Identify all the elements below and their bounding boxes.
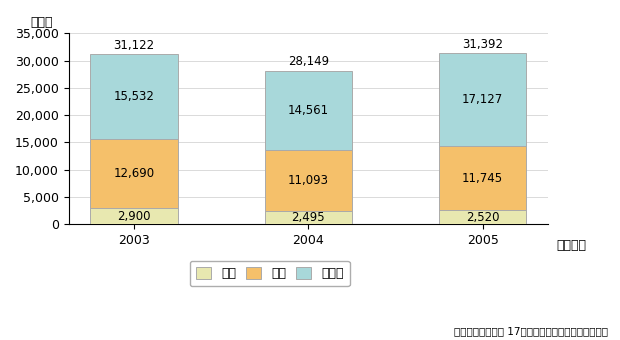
Text: 31,122: 31,122 <box>113 39 154 52</box>
Text: 17,127: 17,127 <box>462 93 503 106</box>
Text: 28,149: 28,149 <box>288 55 329 68</box>
Bar <box>91 54 177 139</box>
Text: 2,900: 2,900 <box>117 210 151 223</box>
Text: （年度）: （年度） <box>556 239 587 252</box>
Text: 15,532: 15,532 <box>113 90 154 103</box>
Bar <box>439 53 526 146</box>
Text: 11,745: 11,745 <box>462 172 503 185</box>
Text: 2,495: 2,495 <box>291 211 325 224</box>
Text: 14,561: 14,561 <box>288 104 329 117</box>
Bar <box>265 150 352 210</box>
Text: 2,520: 2,520 <box>466 211 499 224</box>
Text: 文部科学省「平成 17年度学校基本調査」により作成: 文部科学省「平成 17年度学校基本調査」により作成 <box>454 327 608 337</box>
Bar <box>91 208 177 224</box>
Bar <box>265 71 352 150</box>
Text: 11,093: 11,093 <box>288 174 329 187</box>
Text: （人）: （人） <box>30 16 53 30</box>
Text: 12,690: 12,690 <box>113 167 154 180</box>
Legend: 理学, 工学, その他: 理学, 工学, その他 <box>190 261 350 287</box>
Bar <box>439 146 526 210</box>
Bar <box>265 210 352 224</box>
Text: 31,392: 31,392 <box>462 38 503 51</box>
Bar <box>439 210 526 224</box>
Bar <box>91 139 177 208</box>
